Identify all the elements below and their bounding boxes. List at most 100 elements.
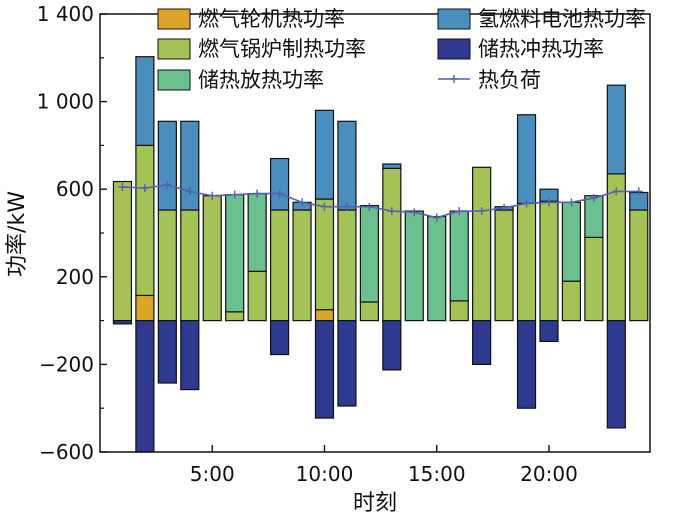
bar-gas-boiler-6: [225, 311, 245, 322]
heat-load-marker-11: [342, 202, 351, 211]
heat-load-marker-10: [320, 202, 329, 211]
bar-storage-charge-19: [516, 320, 537, 409]
bar-fuel-cell-2: [135, 56, 155, 147]
x-tick-label-10: 10:00: [296, 462, 354, 486]
bar-gas-boiler-4: [180, 209, 200, 322]
legend-swatch-gas-boiler: [157, 38, 191, 60]
heat-load-marker-14: [410, 208, 419, 217]
x-tick-label-5: 5:00: [190, 462, 235, 486]
y-axis-title: 功率/kW: [5, 191, 30, 277]
bar-storage-charge-11: [337, 320, 357, 407]
bar-gas-turbine-2: [135, 294, 155, 322]
bar-storage-charge-23: [606, 320, 626, 429]
bar-gas-boiler-19: [516, 202, 537, 322]
heat-load-marker-8: [275, 189, 284, 198]
bar-fuel-cell-19: [516, 114, 537, 205]
heat-load-marker-17: [477, 207, 486, 216]
bar-storage-charge-13: [382, 320, 402, 371]
y-tick-label-200: 200: [56, 265, 94, 289]
y-tick-label-1000: 1 000: [37, 90, 94, 114]
y-tick-label--600: −600: [39, 440, 94, 464]
bar-gas-boiler-11: [337, 209, 357, 322]
bar-gas-turbine-10: [314, 309, 335, 322]
bar-fuel-cell-4: [180, 120, 200, 211]
legend-label-storage-discharge: 储热放热功率: [198, 68, 324, 92]
heat-load-marker-2: [140, 184, 149, 193]
legend-swatch-fuel-cell: [437, 8, 471, 30]
y-tick-label-600: 600: [56, 177, 94, 201]
bar-gas-boiler-22: [584, 236, 604, 322]
bar-gas-boiler-16: [449, 300, 469, 322]
bar-gas-boiler-1: [112, 180, 133, 322]
legend-label-gas-boiler: 燃气锅炉制热功率: [198, 37, 366, 61]
bar-gas-boiler-17: [472, 166, 492, 322]
heat-load-marker-12: [365, 202, 374, 211]
bar-gas-boiler-21: [561, 280, 582, 322]
y-tick-label--200: −200: [39, 352, 94, 376]
heat-load-marker-21: [567, 198, 576, 207]
y-tick-label-1400: 1 400: [37, 2, 94, 26]
bar-fuel-cell-11: [337, 120, 357, 211]
bar-storage-discharge-16: [449, 210, 469, 302]
bar-storage-charge-1: [112, 320, 133, 325]
bar-storage-charge-17: [472, 320, 492, 366]
bar-storage-charge-4: [180, 320, 200, 391]
bar-fuel-cell-23: [606, 84, 626, 175]
bar-storage-charge-10: [314, 320, 335, 419]
heat-load-marker-16: [455, 207, 464, 216]
heat-load-marker-6: [230, 190, 239, 199]
bar-gas-boiler-12: [359, 301, 379, 322]
heat-load-marker-1: [118, 183, 127, 192]
bar-gas-boiler-18: [494, 209, 514, 322]
bar-fuel-cell-3: [157, 120, 177, 211]
x-tick-label-20: 20:00: [520, 462, 578, 486]
heat-load-line: [122, 184, 639, 219]
heat-load-marker-24: [634, 187, 643, 196]
bar-storage-discharge-6: [225, 194, 245, 313]
bar-storage-discharge-15: [427, 215, 447, 322]
heat-load-marker-15: [432, 213, 441, 222]
bar-storage-charge-8: [269, 320, 290, 356]
bar-gas-boiler-5: [202, 195, 222, 322]
heat-load-marker-5: [208, 191, 217, 200]
x-tick-label-15: 15:00: [408, 462, 466, 486]
load-line-layer: [118, 180, 643, 222]
heat-load-marker-13: [387, 207, 396, 216]
bar-gas-boiler-2: [135, 144, 155, 297]
bar-storage-discharge-12: [359, 205, 379, 303]
heat-load-marker-23: [612, 187, 621, 196]
bar-gas-boiler-24: [629, 209, 649, 322]
bar-gas-boiler-13: [382, 167, 402, 322]
bar-gas-boiler-8: [269, 209, 290, 322]
bar-fuel-cell-10: [314, 109, 335, 200]
x-axis-title: 时刻: [353, 491, 397, 516]
axes-layer: −600 −200 200 600 1 000 1 400 5:00 10:00 15:00 20…: [37, 2, 651, 486]
bar-storage-charge-3: [157, 320, 177, 384]
heat-load-marker-7: [253, 189, 262, 198]
legend-label-fuel-cell: 氢燃料电池热功率: [478, 7, 646, 31]
heat-load-marker-18: [500, 203, 509, 212]
bar-storage-discharge-14: [404, 210, 424, 322]
legend-label-heat-load: 热负荷: [478, 68, 541, 92]
bar-gas-boiler-10: [314, 198, 335, 311]
heat-load-marker-4: [185, 187, 194, 196]
heat-load-marker-20: [544, 198, 553, 207]
bar-gas-boiler-23: [606, 173, 626, 322]
bar-gas-boiler-9: [292, 209, 312, 322]
legend-label-storage-charge: 储热冲热功率: [478, 37, 604, 61]
legend-swatch-storage-charge: [437, 38, 471, 60]
bar-fuel-cell-8: [269, 157, 290, 211]
bar-storage-charge-2: [135, 320, 155, 453]
bar-storage-discharge-22: [584, 195, 604, 238]
heat-load-marker-9: [298, 198, 307, 207]
legend-label-gas-turbine: 燃气轮机热功率: [198, 7, 345, 31]
bar-storage-discharge-7: [247, 192, 267, 272]
bar-fuel-cell-13: [382, 163, 402, 169]
legend-swatch-gas-turbine: [157, 8, 191, 30]
legend-swatch-storage-discharge: [157, 69, 191, 91]
bar-storage-charge-20: [539, 320, 559, 343]
bar-gas-boiler-7: [247, 270, 267, 322]
heat-load-marker-22: [589, 193, 598, 202]
